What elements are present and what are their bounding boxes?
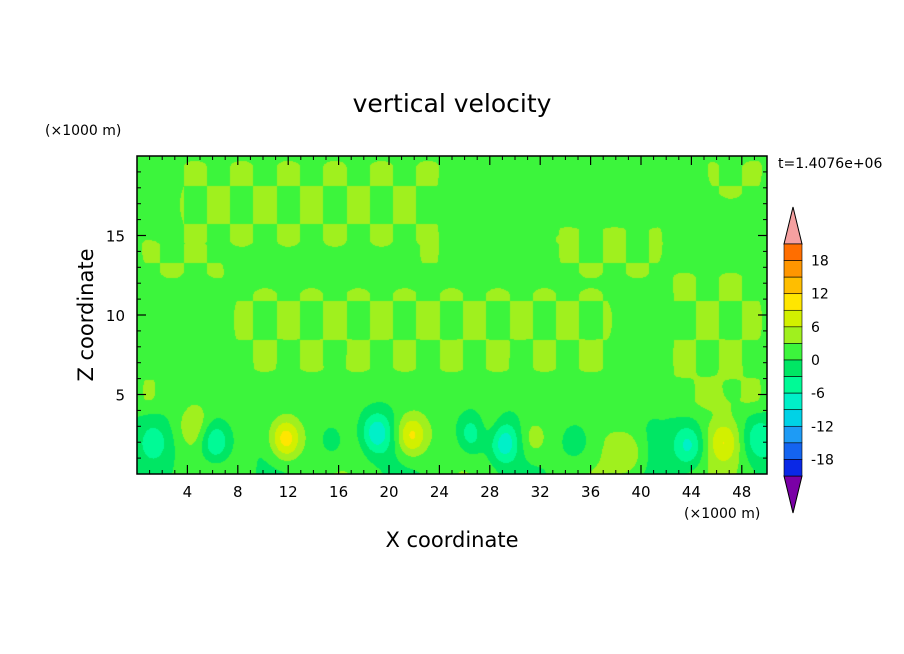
colorbar-swatch [783, 392, 803, 411]
y-unit-label: (×1000 m) [45, 123, 121, 139]
colorbar-label: -6 [811, 386, 825, 402]
colorbar-label: 18 [811, 254, 829, 270]
x-tick-label: 8 [233, 483, 243, 501]
colorbar-swatch [783, 276, 803, 295]
timestamp-label: t=1.4076e+06 [778, 156, 882, 172]
x-tick-label: 24 [430, 483, 449, 501]
colorbar-swatch [783, 376, 803, 394]
colorbar-swatch [783, 243, 803, 261]
x-tick-label: 44 [682, 483, 701, 501]
colorbar-label: -18 [811, 452, 834, 468]
x-tick-label: 48 [732, 483, 751, 501]
x-tick-label: 40 [631, 483, 650, 501]
colorbar-swatch [783, 343, 803, 361]
y-tick-label: 5 [115, 387, 125, 405]
colorbar-label: -12 [811, 419, 834, 435]
x-tick-label: 4 [183, 483, 193, 501]
colorbar-label: 0 [811, 353, 820, 369]
colorbar-swatch [783, 293, 803, 311]
chart-title: vertical velocity [353, 89, 552, 118]
colorbar-label: 12 [811, 287, 829, 303]
colorbar-swatch [783, 260, 803, 278]
colorbar-swatch [783, 359, 803, 377]
x-tick-label: 32 [531, 483, 550, 501]
colorbar-swatch [783, 425, 803, 444]
y-tick-label: 10 [106, 307, 125, 325]
x-tick-label: 28 [480, 483, 499, 501]
heatmap-field [137, 156, 767, 474]
colorbar: 18 12 6 0 -6 -12 -18 [783, 206, 834, 514]
y-axis-title: Z coordinate [74, 248, 98, 381]
plot-area [136, 155, 768, 475]
colorbar-swatch [783, 442, 803, 460]
y-axis: 5 10 15 [106, 171, 767, 459]
x-axis-title: X coordinate [385, 528, 518, 552]
colorbar-label: 6 [811, 320, 820, 336]
colorbar-swatch [783, 309, 803, 328]
x-unit-label: (×1000 m) [684, 506, 760, 522]
x-axis: 4 8 12 16 20 24 28 32 36 40 44 48 [149, 156, 755, 501]
colorbar-swatch [783, 409, 803, 427]
x-tick-label: 36 [581, 483, 600, 501]
x-tick-label: 16 [329, 483, 348, 501]
x-tick-label: 20 [379, 483, 398, 501]
y-tick-label: 15 [106, 228, 125, 246]
x-tick-label: 12 [279, 483, 298, 501]
colorbar-swatch [783, 459, 803, 477]
colorbar-swatch [783, 326, 803, 344]
